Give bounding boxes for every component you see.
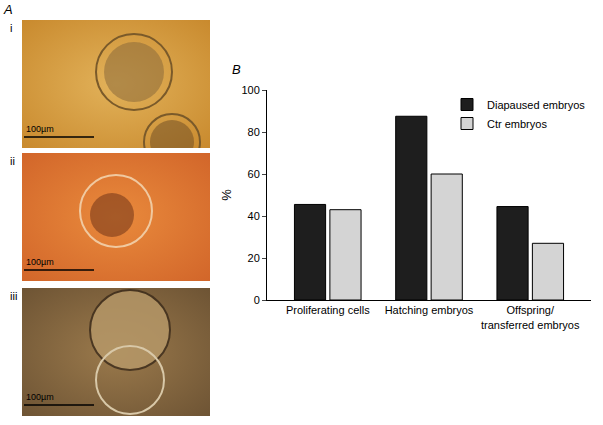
svg-text:60: 60 [248,168,260,180]
svg-text:20: 20 [248,252,260,264]
svg-text:%: % [219,189,234,201]
html-text:A: A [4,2,13,17]
svg-text:Hatching embryos: Hatching embryos [385,304,474,316]
svg-text:Diapaused embryos: Diapaused embryos [487,99,585,111]
svg-text:Proliferating cells: Proliferating cells [286,304,370,316]
svg-text:100: 100 [241,84,259,96]
svg-text:80: 80 [248,126,260,138]
html-text:B: B [232,62,241,77]
html-text:i: i [10,22,13,34]
svg-text:Offspring/transferred embryos: Offspring/transferred embryos [481,304,580,330]
svg-text:0: 0 [254,294,260,306]
svg-text:100µm: 100µm [26,257,54,267]
html-text:ii: ii [10,155,15,167]
html-text:iii: iii [10,290,18,302]
svg-text:100µm: 100µm [26,124,54,134]
svg-text:40: 40 [248,210,260,222]
svg-text:100µm: 100µm [26,392,54,402]
svg-text:Ctr embryos: Ctr embryos [487,118,547,130]
